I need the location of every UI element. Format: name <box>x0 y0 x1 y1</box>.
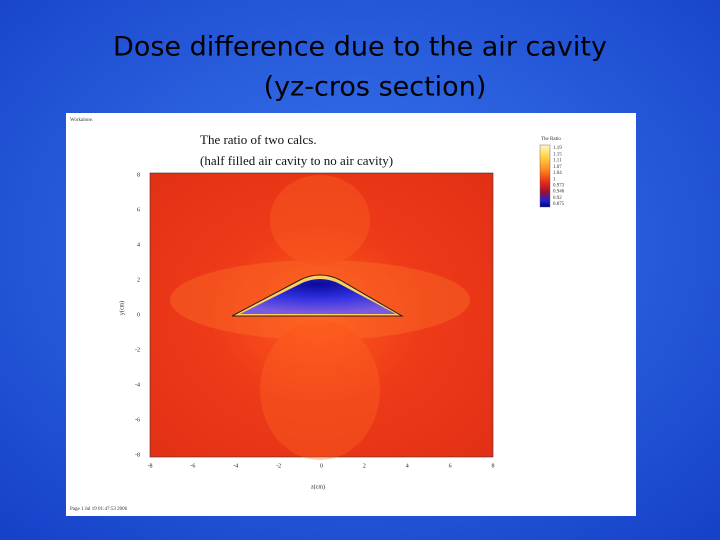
legend-label: 1.07 <box>553 165 562 170</box>
slide-title: Dose difference due to the air cavity <box>113 32 607 63</box>
y-tick-label: -2 <box>135 347 140 353</box>
slide-title: (yz-cros section) <box>264 72 487 103</box>
x-tick-label: 4 <box>406 463 409 469</box>
legend-label: 1.15 <box>553 152 562 157</box>
legend-label: 1.04 <box>553 171 562 176</box>
legend-label: 0.875 <box>553 202 565 207</box>
y-tick-label: -6 <box>135 417 140 423</box>
x-tick-label: 6 <box>449 463 452 469</box>
y-tick-label: 2 <box>137 277 140 283</box>
y-tick-label: 4 <box>137 242 140 248</box>
x-tick-label: 0 <box>320 463 323 469</box>
footer: Page 1 Jul 19 01:47:53 2006 <box>70 507 128 512</box>
figure-title: (half filled air cavity to no air cavity… <box>200 153 393 168</box>
x-tick-label: -4 <box>233 463 238 469</box>
x-tick-label: 2 <box>363 463 366 469</box>
y-tick-label: 8 <box>137 172 140 178</box>
y-tick-label: -8 <box>135 452 140 458</box>
corner-label: Workalone. <box>70 118 93 123</box>
legend-label: 1.19 <box>553 146 562 151</box>
x-tick-label: -8 <box>148 463 153 469</box>
color-bar <box>539 144 551 208</box>
y-tick-label: 0 <box>137 312 140 318</box>
legend-label: 0.92 <box>553 196 562 201</box>
legend-title: The Ratio <box>541 137 561 142</box>
legend-label: 0.946 <box>553 190 565 195</box>
figure-title: The ratio of two calcs. <box>200 132 317 147</box>
legend-label: 1 <box>553 177 556 182</box>
x-tick-label: -2 <box>276 463 281 469</box>
x-tick-label: 8 <box>492 463 495 469</box>
y-tick-label: -4 <box>135 382 140 388</box>
x-tick-label: -6 <box>190 463 195 469</box>
y-axis-label: y(cm) <box>118 301 125 315</box>
contour-texture <box>170 175 470 460</box>
legend-label: 0.973 <box>553 183 565 188</box>
x-axis-label: z(cm) <box>311 483 325 490</box>
y-tick-label: 6 <box>137 207 140 213</box>
legend-label: 1.11 <box>553 159 562 164</box>
air-cavity <box>240 279 396 314</box>
